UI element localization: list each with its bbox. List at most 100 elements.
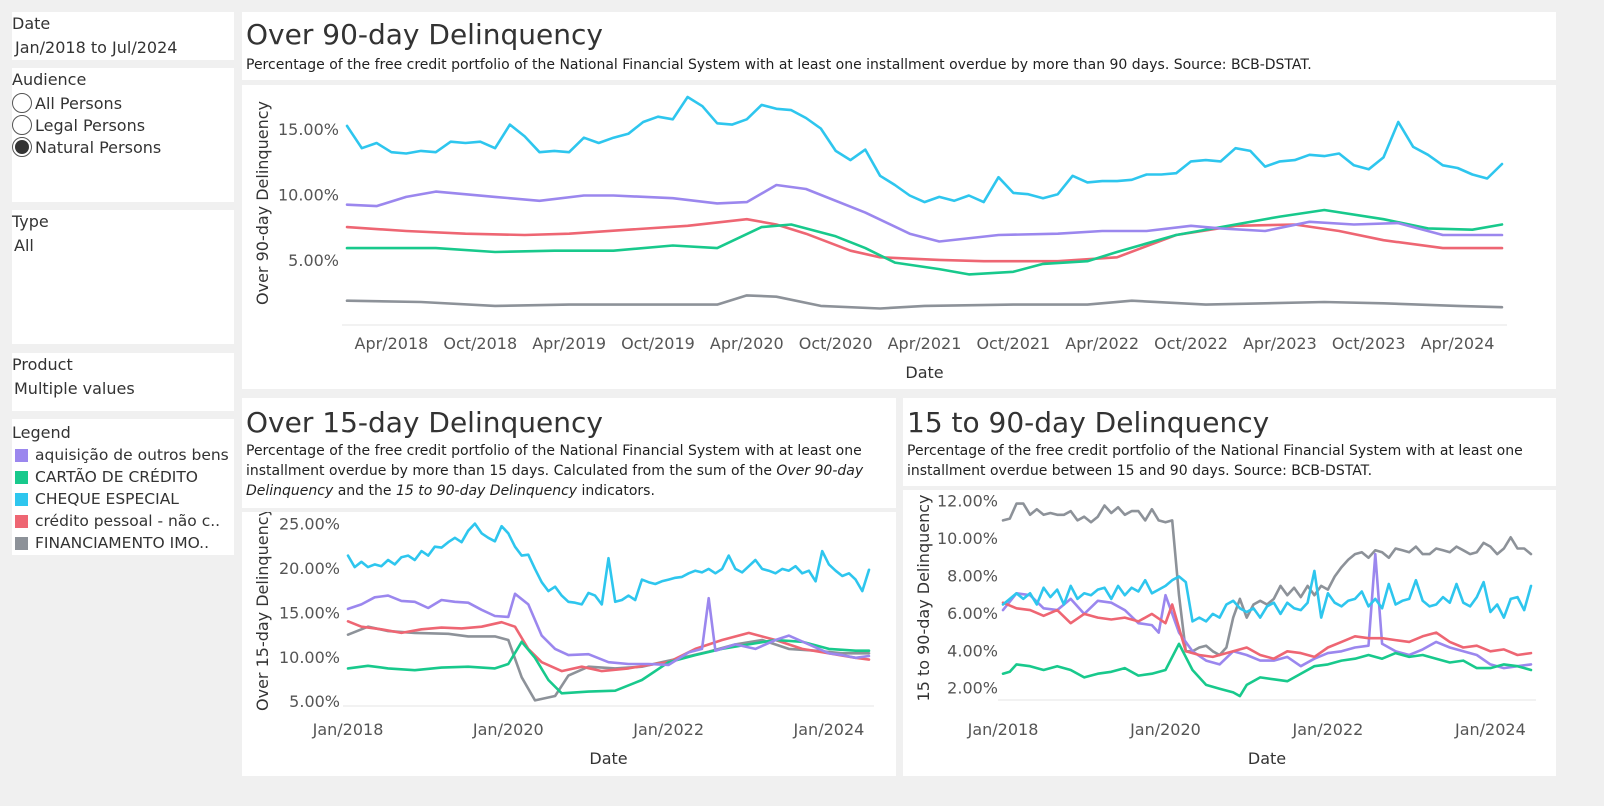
legend-item-label: aquisição de outros bens bbox=[35, 446, 229, 464]
type-filter-label: Type bbox=[12, 212, 49, 231]
series-line[interactable] bbox=[346, 592, 871, 667]
series-line[interactable] bbox=[345, 183, 1504, 243]
y-tick-label: 15.00% bbox=[278, 120, 339, 139]
bottom-right-panel-header: 15 to 90-day Delinquency Percentage of t… bbox=[903, 398, 1556, 486]
bottom-right-chart-card: 2.00% 4.00% 6.00% 8.00% 10.00% 12.00% Jan/2018… bbox=[903, 490, 1556, 776]
x-tick-label: Apr/2018 bbox=[355, 334, 429, 353]
subtitle-line: Delinquency and the 15 to 90-day Delinqu… bbox=[246, 481, 886, 501]
series-line[interactable] bbox=[1001, 552, 1533, 670]
product-filter-label: Product bbox=[12, 355, 73, 374]
legend-swatch bbox=[15, 448, 28, 462]
y-tick-label: 5.00% bbox=[289, 692, 340, 711]
series-line[interactable] bbox=[345, 95, 1504, 204]
x-tick-label: Apr/2019 bbox=[532, 334, 606, 353]
product-filter[interactable]: Product Multiple values bbox=[12, 353, 234, 411]
top-chart-title: Over 90-day Delinquency bbox=[246, 18, 603, 51]
x-tick-label: Jan/2018 bbox=[967, 720, 1039, 739]
bottom-right-chart-subtitle: Percentage of the free credit portfolio … bbox=[907, 441, 1547, 481]
audience-option-label: Natural Persons bbox=[35, 137, 162, 157]
legend-item[interactable]: CHEQUE ESPECIAL bbox=[15, 488, 179, 510]
x-tick-label: Jan/2022 bbox=[1292, 720, 1364, 739]
y-axis-label: 15 to 90-day Delinquency bbox=[914, 495, 933, 702]
y-tick-label: 10.00% bbox=[279, 648, 340, 667]
y-tick-label: 10.00% bbox=[278, 186, 339, 205]
y-axis-label: Over 90-day Delinquency bbox=[253, 101, 272, 305]
series-line[interactable] bbox=[345, 294, 1504, 310]
x-axis-label: Date bbox=[589, 749, 627, 768]
y-tick-label: 25.00% bbox=[279, 514, 340, 533]
legend-item[interactable]: CARTÃO DE CRÉDITO bbox=[15, 466, 198, 488]
subtitle-text: indicators. bbox=[577, 483, 655, 499]
series-line[interactable] bbox=[1001, 642, 1533, 698]
subtitle-text: and the bbox=[333, 483, 396, 499]
audience-option-legal-persons[interactable]: Legal Persons bbox=[12, 114, 145, 136]
date-filter-value[interactable]: Jan/2018 to Jul/2024 bbox=[15, 38, 178, 57]
y-tick-label: 6.00% bbox=[947, 604, 998, 623]
x-tick-label: Jan/2018 bbox=[312, 720, 384, 739]
type-filter-value[interactable]: All bbox=[14, 236, 34, 255]
radio-checked-icon bbox=[12, 137, 32, 157]
audience-option-all-persons[interactable]: All Persons bbox=[12, 92, 122, 114]
audience-filter: Audience All Persons Legal Persons Natur… bbox=[12, 68, 234, 202]
y-axis-label: Over 15-day Delinquency bbox=[253, 512, 272, 711]
x-tick-label: Oct/2021 bbox=[976, 334, 1050, 353]
series-line[interactable] bbox=[346, 620, 871, 673]
subtitle-line: Percentage of the free credit portfolio … bbox=[246, 443, 862, 459]
subtitle-line: installment overdue between 15 and 90 da… bbox=[907, 463, 1373, 479]
x-tick-label: Oct/2023 bbox=[1332, 334, 1406, 353]
series-line[interactable] bbox=[345, 208, 1504, 276]
radio-unchecked-icon bbox=[12, 93, 32, 113]
x-tick-label: Oct/2020 bbox=[799, 334, 873, 353]
x-tick-label: Jan/2024 bbox=[1454, 720, 1526, 739]
15-to-90-day-chart: 2.00% 4.00% 6.00% 8.00% 10.00% 12.00% Jan/2018… bbox=[914, 492, 1536, 768]
subtitle-italic-text: 15 to 90-day Delinquency bbox=[395, 483, 578, 499]
bottom-left-chart-subtitle: Percentage of the free credit portfolio … bbox=[246, 441, 886, 501]
x-tick-label: Jan/2020 bbox=[472, 720, 544, 739]
x-axis-label: Date bbox=[1248, 749, 1286, 768]
audience-option-label: All Persons bbox=[35, 93, 123, 113]
x-tick-label: Oct/2022 bbox=[1154, 334, 1228, 353]
y-tick-label: 12.00% bbox=[937, 492, 998, 511]
audience-option-label: Legal Persons bbox=[35, 115, 146, 135]
legend-item[interactable]: FINANCIAMENTO IMO.. bbox=[15, 532, 209, 554]
subtitle-italic-text: Delinquency bbox=[246, 483, 334, 499]
series-line[interactable] bbox=[345, 217, 1504, 263]
x-tick-label: Oct/2018 bbox=[443, 334, 517, 353]
bottom-left-chart-card: 5.00% 10.00% 15.00% 20.00% 25.00% Jan/2018 Jan… bbox=[242, 507, 896, 776]
series-line[interactable] bbox=[346, 522, 871, 606]
series-line[interactable] bbox=[1001, 601, 1533, 660]
product-filter-value[interactable]: Multiple values bbox=[14, 379, 135, 398]
legend-label: Legend bbox=[12, 423, 71, 442]
legend-swatch bbox=[15, 514, 28, 528]
y-tick-label: 4.00% bbox=[947, 641, 998, 660]
over-15-day-chart: 5.00% 10.00% 15.00% 20.00% 25.00% Jan/2018 Jan… bbox=[253, 507, 874, 768]
y-tick-label: 10.00% bbox=[937, 529, 998, 548]
series-line[interactable] bbox=[346, 638, 871, 695]
legend-swatch bbox=[15, 470, 28, 484]
legend-item[interactable]: aquisição de outros bens bbox=[15, 444, 229, 466]
x-tick-label: Jan/2020 bbox=[1129, 720, 1201, 739]
subtitle-text: installment overdue by more than 15 days… bbox=[246, 463, 777, 479]
audience-option-natural-persons[interactable]: Natural Persons bbox=[12, 136, 161, 158]
bottom-left-panel-header: Over 15-day Delinquency Percentage of th… bbox=[242, 398, 896, 508]
subtitle-italic-text: Over 90-day bbox=[776, 463, 864, 479]
subtitle-line: installment overdue by more than 15 days… bbox=[246, 461, 886, 481]
top-chart-card: 5.00% 10.00% 15.00% Apr/2018 Oct/2018 Apr/201… bbox=[242, 85, 1556, 389]
x-tick-label: Apr/2022 bbox=[1065, 334, 1139, 353]
series-line[interactable] bbox=[1001, 569, 1533, 623]
bottom-left-chart-title: Over 15-day Delinquency bbox=[246, 406, 603, 439]
x-tick-label: Apr/2020 bbox=[710, 334, 784, 353]
over-90-day-chart: 5.00% 10.00% 15.00% Apr/2018 Oct/2018 Apr/201… bbox=[253, 95, 1507, 382]
y-tick-label: 5.00% bbox=[288, 251, 339, 270]
series-line[interactable] bbox=[1001, 502, 1533, 657]
legend: Legend aquisição de outros bens CARTÃO D… bbox=[12, 419, 234, 555]
legend-item-label: FINANCIAMENTO IMO.. bbox=[35, 534, 210, 552]
legend-item-label: CHEQUE ESPECIAL bbox=[35, 490, 179, 508]
legend-item-label: CARTÃO DE CRÉDITO bbox=[35, 468, 199, 486]
date-filter[interactable]: Date Jan/2018 to Jul/2024 bbox=[12, 12, 234, 60]
type-filter[interactable]: Type All bbox=[12, 210, 234, 344]
audience-filter-label: Audience bbox=[12, 70, 87, 89]
legend-item[interactable]: crédito pessoal - não c.. bbox=[15, 510, 220, 532]
x-tick-label: Apr/2021 bbox=[888, 334, 962, 353]
legend-swatch bbox=[15, 536, 28, 550]
